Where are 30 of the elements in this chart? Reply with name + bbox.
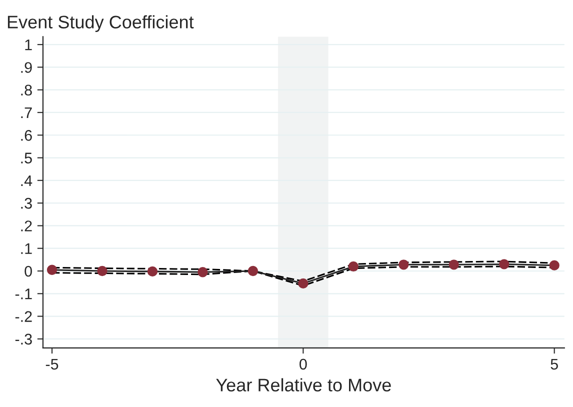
- x-tick-label: 5: [550, 358, 558, 370]
- point: [46, 264, 58, 275]
- y-tick-label: -.3: [15, 334, 32, 345]
- point: [298, 278, 308, 289]
- y-tick-label: 0: [24, 266, 32, 277]
- point: [147, 266, 158, 277]
- y-tick-label: -.1: [15, 288, 32, 300]
- point: [97, 266, 108, 276]
- point: [549, 260, 560, 270]
- y-tick-label: .6: [21, 130, 32, 141]
- x-tick-label: 0: [300, 358, 307, 370]
- y-tick-label: .3: [21, 198, 32, 209]
- y-tick-label: .4: [21, 175, 32, 186]
- y-tick-label: .8: [21, 84, 32, 96]
- y-tick-label: .9: [21, 62, 32, 73]
- y-tick-label: .1: [21, 243, 32, 254]
- point: [398, 260, 409, 270]
- y-tick-label: 1: [25, 40, 32, 50]
- y-tick-label: .7: [21, 108, 32, 118]
- point: [348, 261, 359, 272]
- point: [499, 259, 510, 270]
- x-tick-label: -5: [46, 358, 58, 370]
- point: [198, 267, 208, 278]
- x-axis-title: Year Relative to Move: [216, 378, 391, 392]
- y-tick-label: -.2: [15, 311, 32, 322]
- y-tick-label: .5: [21, 152, 32, 164]
- point: [448, 260, 459, 270]
- point: [248, 266, 258, 276]
- y-tick-label: .2: [21, 220, 32, 232]
- chart-title: Event Study Coefficient: [8, 15, 194, 32]
